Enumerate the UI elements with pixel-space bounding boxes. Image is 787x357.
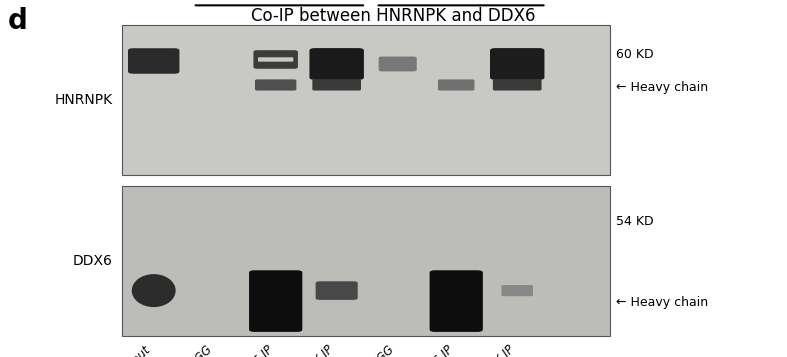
Text: IGG: IGG <box>373 343 397 357</box>
FancyBboxPatch shape <box>128 48 179 74</box>
Text: HNRNPK: HNRNPK <box>54 93 113 107</box>
FancyBboxPatch shape <box>253 50 298 69</box>
Text: DDX6: DDX6 <box>72 253 113 268</box>
FancyBboxPatch shape <box>312 79 361 91</box>
FancyBboxPatch shape <box>490 48 545 80</box>
Text: HNRNPK IP: HNRNPK IP <box>283 343 337 357</box>
Text: 54 KD: 54 KD <box>616 215 654 228</box>
FancyBboxPatch shape <box>379 56 416 71</box>
Text: IGG: IGG <box>190 343 215 357</box>
Text: DDX6 IP: DDX6 IP <box>413 343 456 357</box>
FancyBboxPatch shape <box>501 285 533 296</box>
Text: ← Heavy chain: ← Heavy chain <box>616 81 708 95</box>
FancyBboxPatch shape <box>430 270 483 332</box>
FancyBboxPatch shape <box>438 79 475 91</box>
Text: Co-IP between HNRNPK and DDX6: Co-IP between HNRNPK and DDX6 <box>251 7 536 25</box>
FancyBboxPatch shape <box>309 48 364 80</box>
Text: DDX6 IP: DDX6 IP <box>233 343 275 357</box>
Text: Input: Input <box>123 343 153 357</box>
FancyBboxPatch shape <box>493 79 541 91</box>
Text: ← Heavy chain: ← Heavy chain <box>616 296 708 309</box>
Text: HNRNPK IP: HNRNPK IP <box>463 343 517 357</box>
Ellipse shape <box>131 274 176 307</box>
Text: 60 KD: 60 KD <box>616 49 654 61</box>
FancyBboxPatch shape <box>258 57 294 62</box>
FancyBboxPatch shape <box>316 281 358 300</box>
FancyBboxPatch shape <box>249 270 302 332</box>
Bar <box>122 25 610 175</box>
Bar <box>122 186 610 336</box>
FancyBboxPatch shape <box>255 79 297 91</box>
Text: d: d <box>8 7 28 35</box>
